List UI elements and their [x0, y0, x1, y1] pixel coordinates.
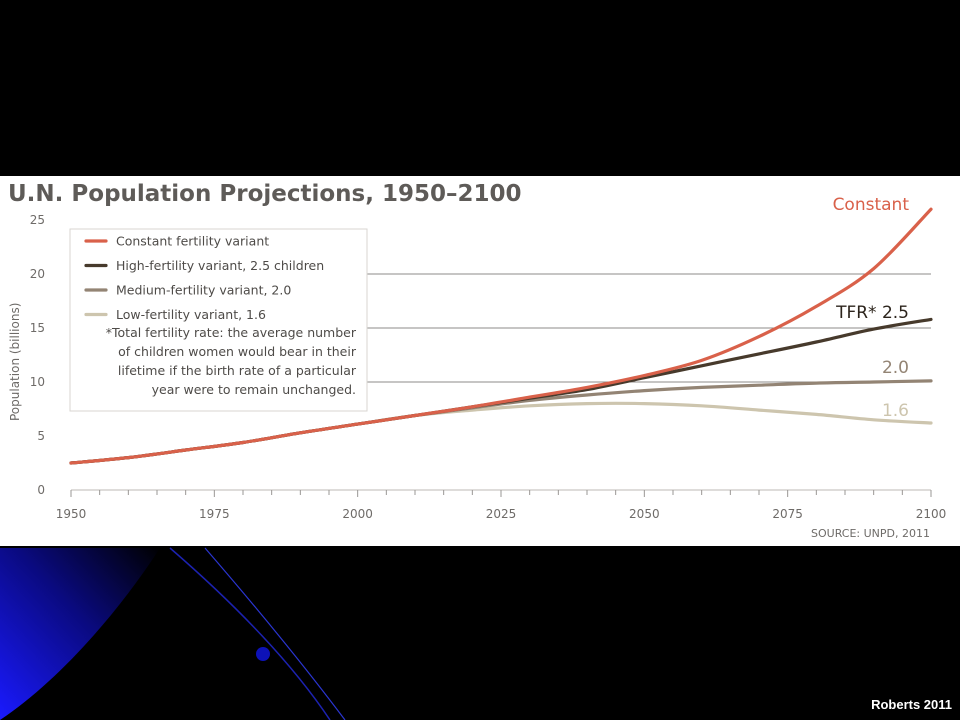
swoosh-arc-1: [169, 547, 331, 720]
slide-credit: Roberts 2011: [871, 697, 952, 712]
legend-footnote-line-2: of children women would bear in their: [118, 344, 357, 359]
swoosh-dot: [256, 647, 270, 661]
legend-label-1: High-fertility variant, 2.5 children: [116, 258, 324, 273]
x-tick-label-2050: 2050: [629, 507, 660, 521]
x-tick-label-2025: 2025: [486, 507, 517, 521]
series-end-label-0: Constant: [833, 195, 910, 215]
chart-panel: U.N. Population Projections, 1950–2100 P…: [0, 176, 960, 546]
legend-label-3: Low-fertility variant, 1.6: [116, 307, 266, 322]
legend: Constant fertility variant High-fertility…: [69, 228, 368, 412]
y-axis-label: Population (billions): [8, 303, 22, 421]
source-note: SOURCE: UNPD, 2011: [811, 527, 930, 540]
y-tick-label-5: 5: [37, 429, 45, 443]
series-end-label-1: TFR* 2.5: [835, 303, 909, 323]
population-chart: U.N. Population Projections, 1950–2100 P…: [8, 181, 947, 540]
x-tick-label-2000: 2000: [342, 507, 373, 521]
y-tick-label-20: 20: [30, 267, 45, 281]
y-tick-label-10: 10: [30, 375, 45, 389]
series-layer: [69, 207, 933, 465]
chart-title: U.N. Population Projections, 1950–2100: [8, 181, 522, 207]
swoosh-arc-2: [204, 547, 346, 720]
blue-swoosh: [0, 548, 160, 720]
legend-footnote-line-4: year were to remain unchanged.: [152, 382, 356, 397]
x-tick-label-1950: 1950: [56, 507, 87, 521]
y-tick-label-0: 0: [37, 483, 45, 497]
legend-label-0: Constant fertility variant: [116, 234, 269, 249]
legend-label-2: Medium-fertility variant, 2.0: [116, 283, 291, 298]
x-tick-label-2075: 2075: [772, 507, 803, 521]
legend-footnote-line-1: *Total fertility rate: the average numbe…: [106, 325, 357, 340]
series-end-label-2: 2.0: [882, 358, 909, 378]
x-tick-label-2100: 2100: [916, 507, 947, 521]
end-label-layer: Constant TFR* 2.5 2.0 1.6: [833, 195, 910, 421]
x-tick-label-1975: 1975: [199, 507, 230, 521]
series-line-3: [69, 401, 933, 465]
y-tick-label-15: 15: [30, 321, 45, 335]
legend-footnote-line-3: lifetime if the birth rate of a particul…: [118, 363, 357, 378]
series-line-0: [69, 207, 933, 465]
legend-box: [69, 228, 368, 412]
y-tick-label-25: 25: [30, 213, 45, 227]
series-end-label-3: 1.6: [882, 401, 909, 421]
